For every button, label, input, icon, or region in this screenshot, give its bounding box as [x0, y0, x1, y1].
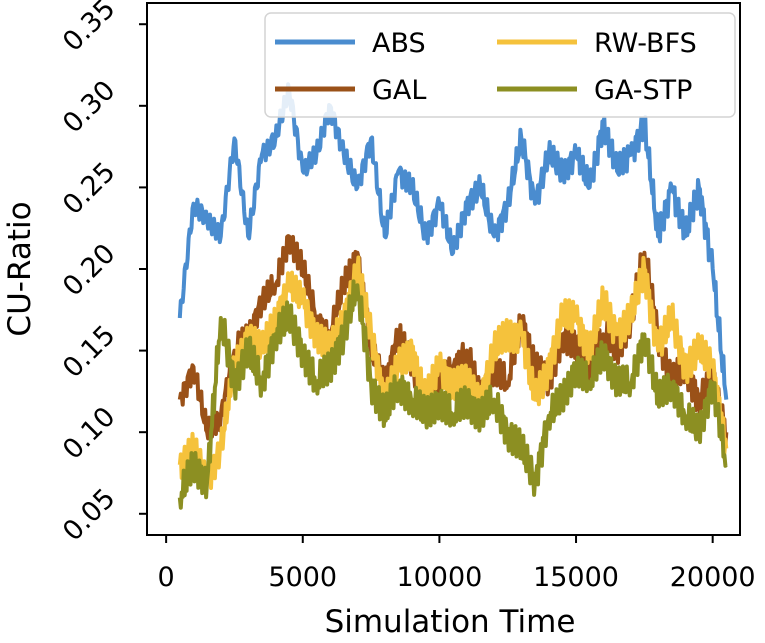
y-tick-label: 0.25: [57, 156, 121, 220]
x-tick-label: 15000: [533, 562, 619, 593]
y-tick-label: 0.05: [57, 483, 121, 547]
x-tick-label: 5000: [268, 562, 337, 593]
series-line-rw-bfs: [177, 255, 729, 490]
y-tick-label: 0.10: [57, 401, 121, 465]
y-tick-label: 0.35: [57, 0, 121, 58]
x-tick-label: 20000: [670, 562, 756, 593]
x-axis-title: Simulation Time: [325, 604, 576, 640]
legend-label-ga-stp: GA-STP: [594, 75, 692, 106]
legend-label-abs: ABS: [372, 28, 426, 59]
series-layer: [177, 82, 729, 510]
series-line-abs: [177, 82, 729, 400]
legend: ABS GAL RW-BFS GA-STP: [264, 12, 736, 118]
x-axis: 0 5000 10000 15000 20000: [158, 535, 756, 593]
y-axis-title: CU-Ratio: [2, 201, 38, 336]
legend-label-rw-bfs: RW-BFS: [594, 28, 697, 59]
x-tick-label: 10000: [396, 562, 482, 593]
y-axis: 0.05 0.10 0.15 0.20 0.25 0.30 0.35: [57, 0, 147, 547]
x-tick-label: 0: [158, 562, 175, 593]
y-tick-label: 0.20: [57, 238, 121, 302]
legend-box: [264, 12, 736, 118]
legend-label-gal: GAL: [372, 75, 426, 106]
y-tick-label: 0.15: [57, 320, 121, 384]
series-line-ga-stp: [177, 279, 728, 510]
y-tick-label: 0.30: [57, 75, 121, 139]
